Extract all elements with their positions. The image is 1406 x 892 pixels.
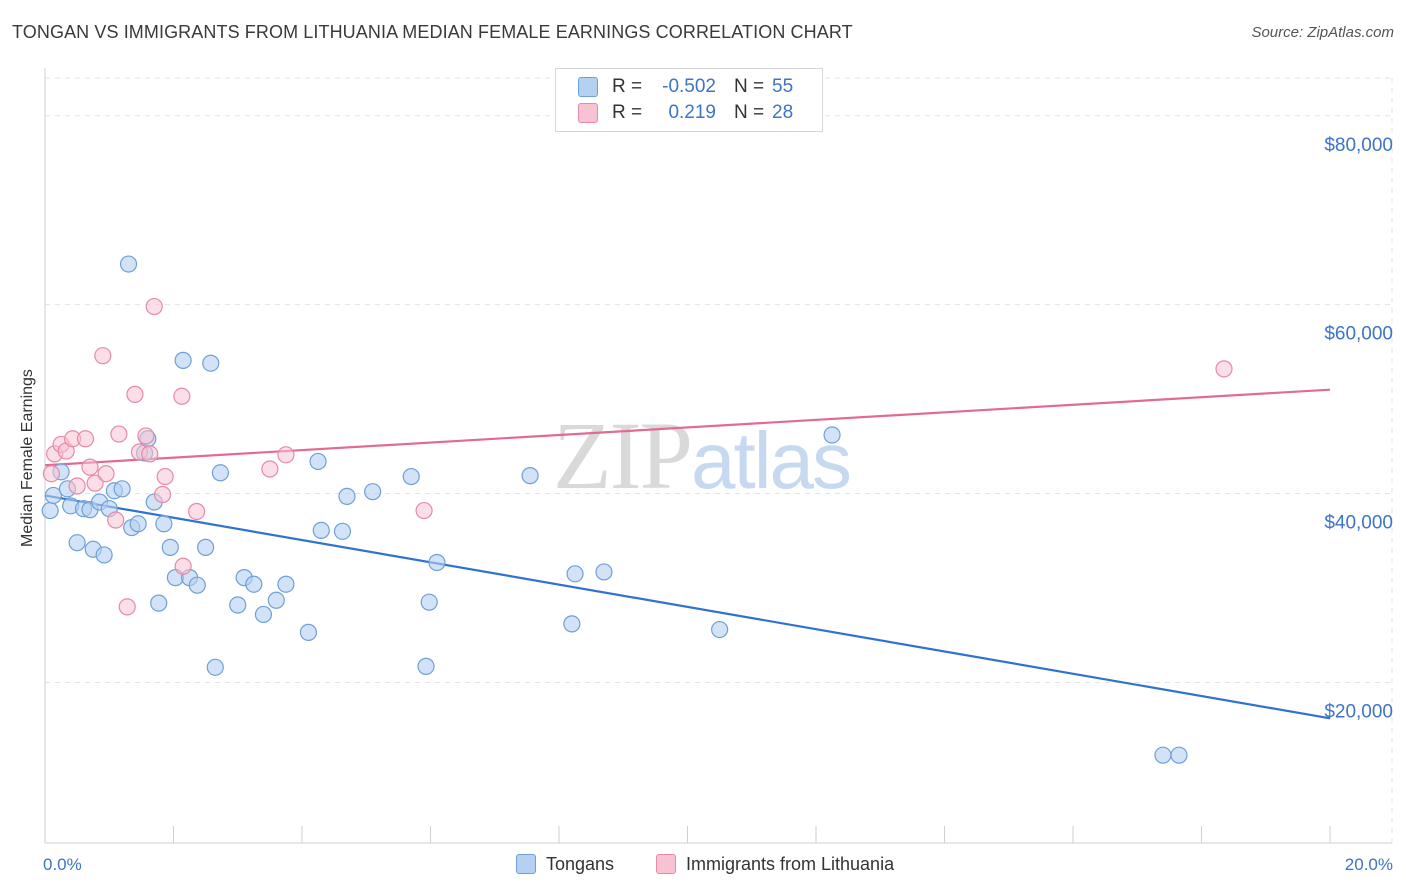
point-lithuania: [42, 465, 61, 483]
trendline-lithuania: [44, 388, 1331, 467]
bottom-legend-lithuania: Immigrants from Lithuania: [656, 852, 894, 876]
point-lithuania: [141, 445, 159, 463]
point-tongans: [211, 464, 230, 482]
trend-lines: [44, 388, 1331, 720]
legend-n-label: N =: [734, 102, 765, 123]
legend-n-label: N =: [734, 76, 765, 97]
point-lithuania: [153, 485, 172, 504]
y-tick-label: $40,000: [1324, 513, 1393, 534]
data-points: [41, 255, 1233, 764]
correlation-legend: R = -0.502 N = 55 R = 0.219 N = 28: [555, 68, 823, 132]
point-lithuania: [145, 297, 163, 316]
point-lithuania: [76, 430, 95, 448]
bottom-legend-label-tongans: Tongans: [546, 853, 615, 874]
point-tongans: [113, 480, 131, 498]
legend-swatch-tongans: [578, 77, 598, 97]
grid-lines: [45, 77, 1393, 843]
point-tongans: [823, 426, 841, 444]
point-lithuania: [97, 465, 115, 483]
point-tongans: [129, 515, 147, 533]
y-tick-label: $80,000: [1324, 135, 1393, 156]
point-lithuania: [173, 387, 191, 405]
trendline-tongans: [44, 494, 1331, 720]
point-tongans: [1170, 746, 1188, 764]
x-tick-label: 20.0%: [1345, 855, 1393, 874]
legend-r-value: -0.502: [662, 76, 716, 97]
point-tongans: [245, 575, 263, 593]
point-tongans: [333, 522, 352, 540]
point-lithuania: [107, 511, 125, 529]
bottom-legend-tongans: Tongans: [516, 852, 614, 876]
point-lithuania: [110, 425, 128, 443]
point-tongans: [41, 501, 59, 520]
legend-row-lithuania: R = 0.219 N = 28: [578, 101, 793, 125]
point-lithuania: [415, 501, 433, 520]
source-note: Source: ZipAtlas.com: [1251, 24, 1394, 41]
point-tongans: [174, 351, 192, 369]
point-tongans: [309, 452, 327, 471]
legend-row-tongans: R = -0.502 N = 55: [578, 75, 793, 99]
point-tongans: [254, 605, 273, 624]
point-tongans: [155, 515, 173, 533]
point-tongans: [711, 620, 729, 639]
axes: [44, 68, 1392, 844]
point-tongans: [197, 538, 215, 556]
point-tongans: [402, 467, 420, 486]
point-lithuania: [156, 467, 174, 486]
y-tick-label: $60,000: [1324, 324, 1393, 345]
bottom-legend-label-lithuania: Immigrants from Lithuania: [686, 853, 895, 874]
point-lithuania: [137, 427, 155, 445]
point-tongans: [1154, 746, 1172, 764]
point-tongans: [338, 487, 356, 505]
point-tongans: [95, 546, 113, 564]
point-tongans: [277, 575, 295, 593]
point-lithuania: [86, 474, 104, 492]
point-tongans: [267, 591, 285, 609]
point-tongans: [161, 538, 179, 556]
point-tongans: [364, 483, 382, 501]
legend-swatch-lithuania: [578, 103, 598, 123]
point-lithuania: [188, 502, 206, 521]
point-tongans: [299, 623, 318, 641]
point-tongans: [68, 534, 86, 552]
point-tongans: [312, 521, 330, 539]
point-lithuania: [68, 477, 86, 495]
point-lithuania: [118, 598, 136, 616]
point-tongans: [119, 255, 138, 273]
point-tongans: [566, 565, 584, 583]
point-lithuania: [1215, 360, 1233, 378]
legend-r-value: 0.219: [668, 102, 716, 123]
bottom-legend-swatch-tongans: [516, 854, 536, 874]
point-lithuania: [94, 347, 112, 365]
point-tongans: [521, 467, 539, 485]
legend-r-label: R =: [612, 102, 643, 123]
point-lithuania: [81, 458, 99, 476]
legend-r-label: R =: [612, 76, 643, 97]
watermark-zip: ZIP: [553, 402, 693, 509]
point-tongans: [595, 563, 613, 581]
y-tick-label: $20,000: [1324, 701, 1393, 722]
point-lithuania: [126, 385, 144, 403]
legend-n-value: 28: [772, 102, 794, 123]
point-lithuania: [277, 446, 295, 464]
point-lithuania: [174, 557, 192, 575]
point-tongans: [188, 576, 206, 594]
point-tongans: [202, 354, 220, 372]
point-tongans: [417, 657, 435, 675]
chart-title: TONGAN VS IMMIGRANTS FROM LITHUANIA MEDI…: [12, 22, 853, 42]
point-tongans: [428, 553, 446, 572]
x-tick-label: 0.0%: [43, 855, 82, 874]
point-tongans: [206, 658, 224, 676]
point-tongans: [44, 486, 62, 505]
legend-n-value: 55: [772, 76, 794, 97]
point-tongans: [563, 615, 581, 633]
point-tongans: [420, 593, 438, 611]
tick-labels: $20,000 $40,000 $60,000 $80,000 0.0% 20.0%: [43, 135, 1393, 874]
point-lithuania: [261, 460, 279, 478]
bottom-legend-swatch-lithuania: [656, 854, 676, 874]
point-tongans: [229, 596, 247, 614]
point-tongans: [150, 594, 168, 612]
